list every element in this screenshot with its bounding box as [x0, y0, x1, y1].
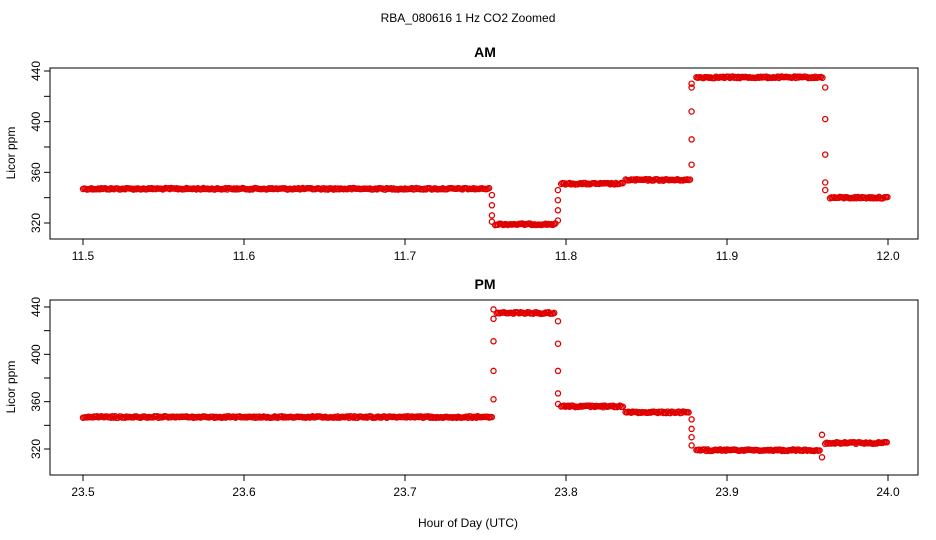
- pm-x-tick-label: 23.7: [393, 485, 417, 499]
- am-data-point: [554, 207, 562, 214]
- pm-data-point: [490, 396, 497, 403]
- am-data-point: [821, 186, 829, 194]
- am-data-point: [688, 80, 695, 87]
- am-data-point: [821, 151, 829, 158]
- am-plot-frame: [49, 67, 919, 240]
- figure-title: RBA_080616 1 Hz CO2 Zoomed: [381, 11, 556, 25]
- pm-data-point: [488, 413, 496, 421]
- pm-data-point: [619, 403, 627, 410]
- pm-panel: PM Licor ppm 23.5 23.6 23.7 23.8 23.9 24.0 32…: [4, 276, 919, 499]
- pm-y-tick-label: 400: [29, 344, 43, 364]
- pm-data-point: [554, 317, 562, 325]
- am-data-point: [554, 186, 562, 194]
- am-y-tick-label: 360: [29, 162, 43, 182]
- am-series: [79, 73, 891, 229]
- am-data-point: [688, 84, 695, 91]
- am-data-point: [686, 176, 694, 183]
- am-x-tick-label: 11.9: [716, 249, 739, 263]
- am-data-point: [643, 175, 650, 183]
- pm-data-point: [554, 367, 562, 375]
- am-data-point: [554, 217, 562, 224]
- pm-data-point: [490, 367, 497, 375]
- am-data-point: [488, 212, 496, 219]
- am-data-point: [688, 108, 695, 115]
- pm-y-tick-label: 440: [29, 297, 43, 317]
- pm-x-tick-label: 23.8: [554, 485, 578, 499]
- pm-data-point: [818, 454, 826, 461]
- pm-data-point: [688, 416, 695, 423]
- am-x-tick-label: 11.5: [72, 249, 95, 263]
- am-data-point: [688, 161, 695, 168]
- am-x-tick-label: 11.6: [233, 249, 256, 263]
- pm-data-point: [550, 309, 558, 317]
- am-y-tick-label: 440: [29, 61, 43, 81]
- pm-data-point: [554, 390, 562, 397]
- am-x-tick-label: 11.8: [555, 249, 578, 263]
- pm-x-tick-label: 23.6: [232, 485, 256, 499]
- pm-x-tick-label: 23.5: [71, 485, 95, 499]
- pm-data-point: [816, 447, 823, 454]
- am-data-point: [688, 136, 695, 143]
- x-axis-label: Hour of Day (UTC): [418, 516, 518, 530]
- am-y-tick-label: 320: [29, 213, 43, 233]
- pm-data-point: [701, 446, 709, 453]
- pm-data-point: [688, 433, 695, 441]
- pm-x-tick-label: 24.0: [876, 485, 900, 499]
- am-data-point: [488, 218, 496, 225]
- am-data-point: [821, 179, 829, 186]
- pm-data-point: [490, 315, 497, 323]
- am-data-point: [884, 193, 891, 201]
- pm-panel-title: PM: [475, 276, 496, 292]
- am-data-point: [488, 191, 496, 199]
- pm-x-axis: 23.5 23.6 23.7 23.8 23.9 24.0: [71, 474, 900, 499]
- am-data-point: [382, 186, 389, 193]
- am-x-tick-label: 11.7: [394, 249, 417, 263]
- am-data-point: [821, 84, 829, 91]
- pm-data-point: [883, 439, 891, 446]
- pm-series: [79, 306, 891, 461]
- am-data-point: [606, 181, 614, 188]
- pm-data-point: [818, 431, 826, 439]
- pm-data-point: [688, 442, 695, 449]
- am-data-point: [485, 184, 493, 192]
- am-panel-title: AM: [474, 44, 496, 60]
- am-data-point: [554, 196, 562, 204]
- pm-data-point: [490, 306, 497, 313]
- pm-x-tick-label: 23.9: [715, 485, 739, 499]
- am-y-tick-label: 400: [29, 111, 43, 131]
- am-data-point: [821, 115, 829, 123]
- am-x-axis: 11.5 11.6 11.7 11.8 11.9 12.0: [72, 238, 900, 263]
- am-panel: AM Licor ppm 11.5 11.6 11.7 11.8 11.9 12.0 32…: [4, 44, 919, 263]
- pm-y-tick-label: 360: [29, 391, 43, 411]
- am-x-tick-label: 12.0: [876, 249, 900, 263]
- am-y-axis: 320 360 400 440: [29, 61, 51, 233]
- pm-data-point: [155, 414, 162, 422]
- am-data-point: [488, 202, 496, 209]
- pm-y-axis-label: Licor ppm: [4, 361, 18, 414]
- pm-data-point: [554, 340, 562, 347]
- pm-data-point: [490, 338, 497, 345]
- pm-data-point: [585, 402, 593, 409]
- pm-data-point: [662, 409, 670, 417]
- pm-data-point: [554, 400, 562, 408]
- am-data-point: [566, 179, 573, 187]
- pm-y-axis: 320 360 400 440: [29, 297, 51, 459]
- am-data-point: [819, 74, 826, 82]
- am-y-axis-label: Licor ppm: [4, 127, 18, 180]
- pm-data-point: [688, 425, 695, 433]
- pm-y-tick-label: 320: [29, 439, 43, 459]
- pm-data-point: [685, 409, 692, 416]
